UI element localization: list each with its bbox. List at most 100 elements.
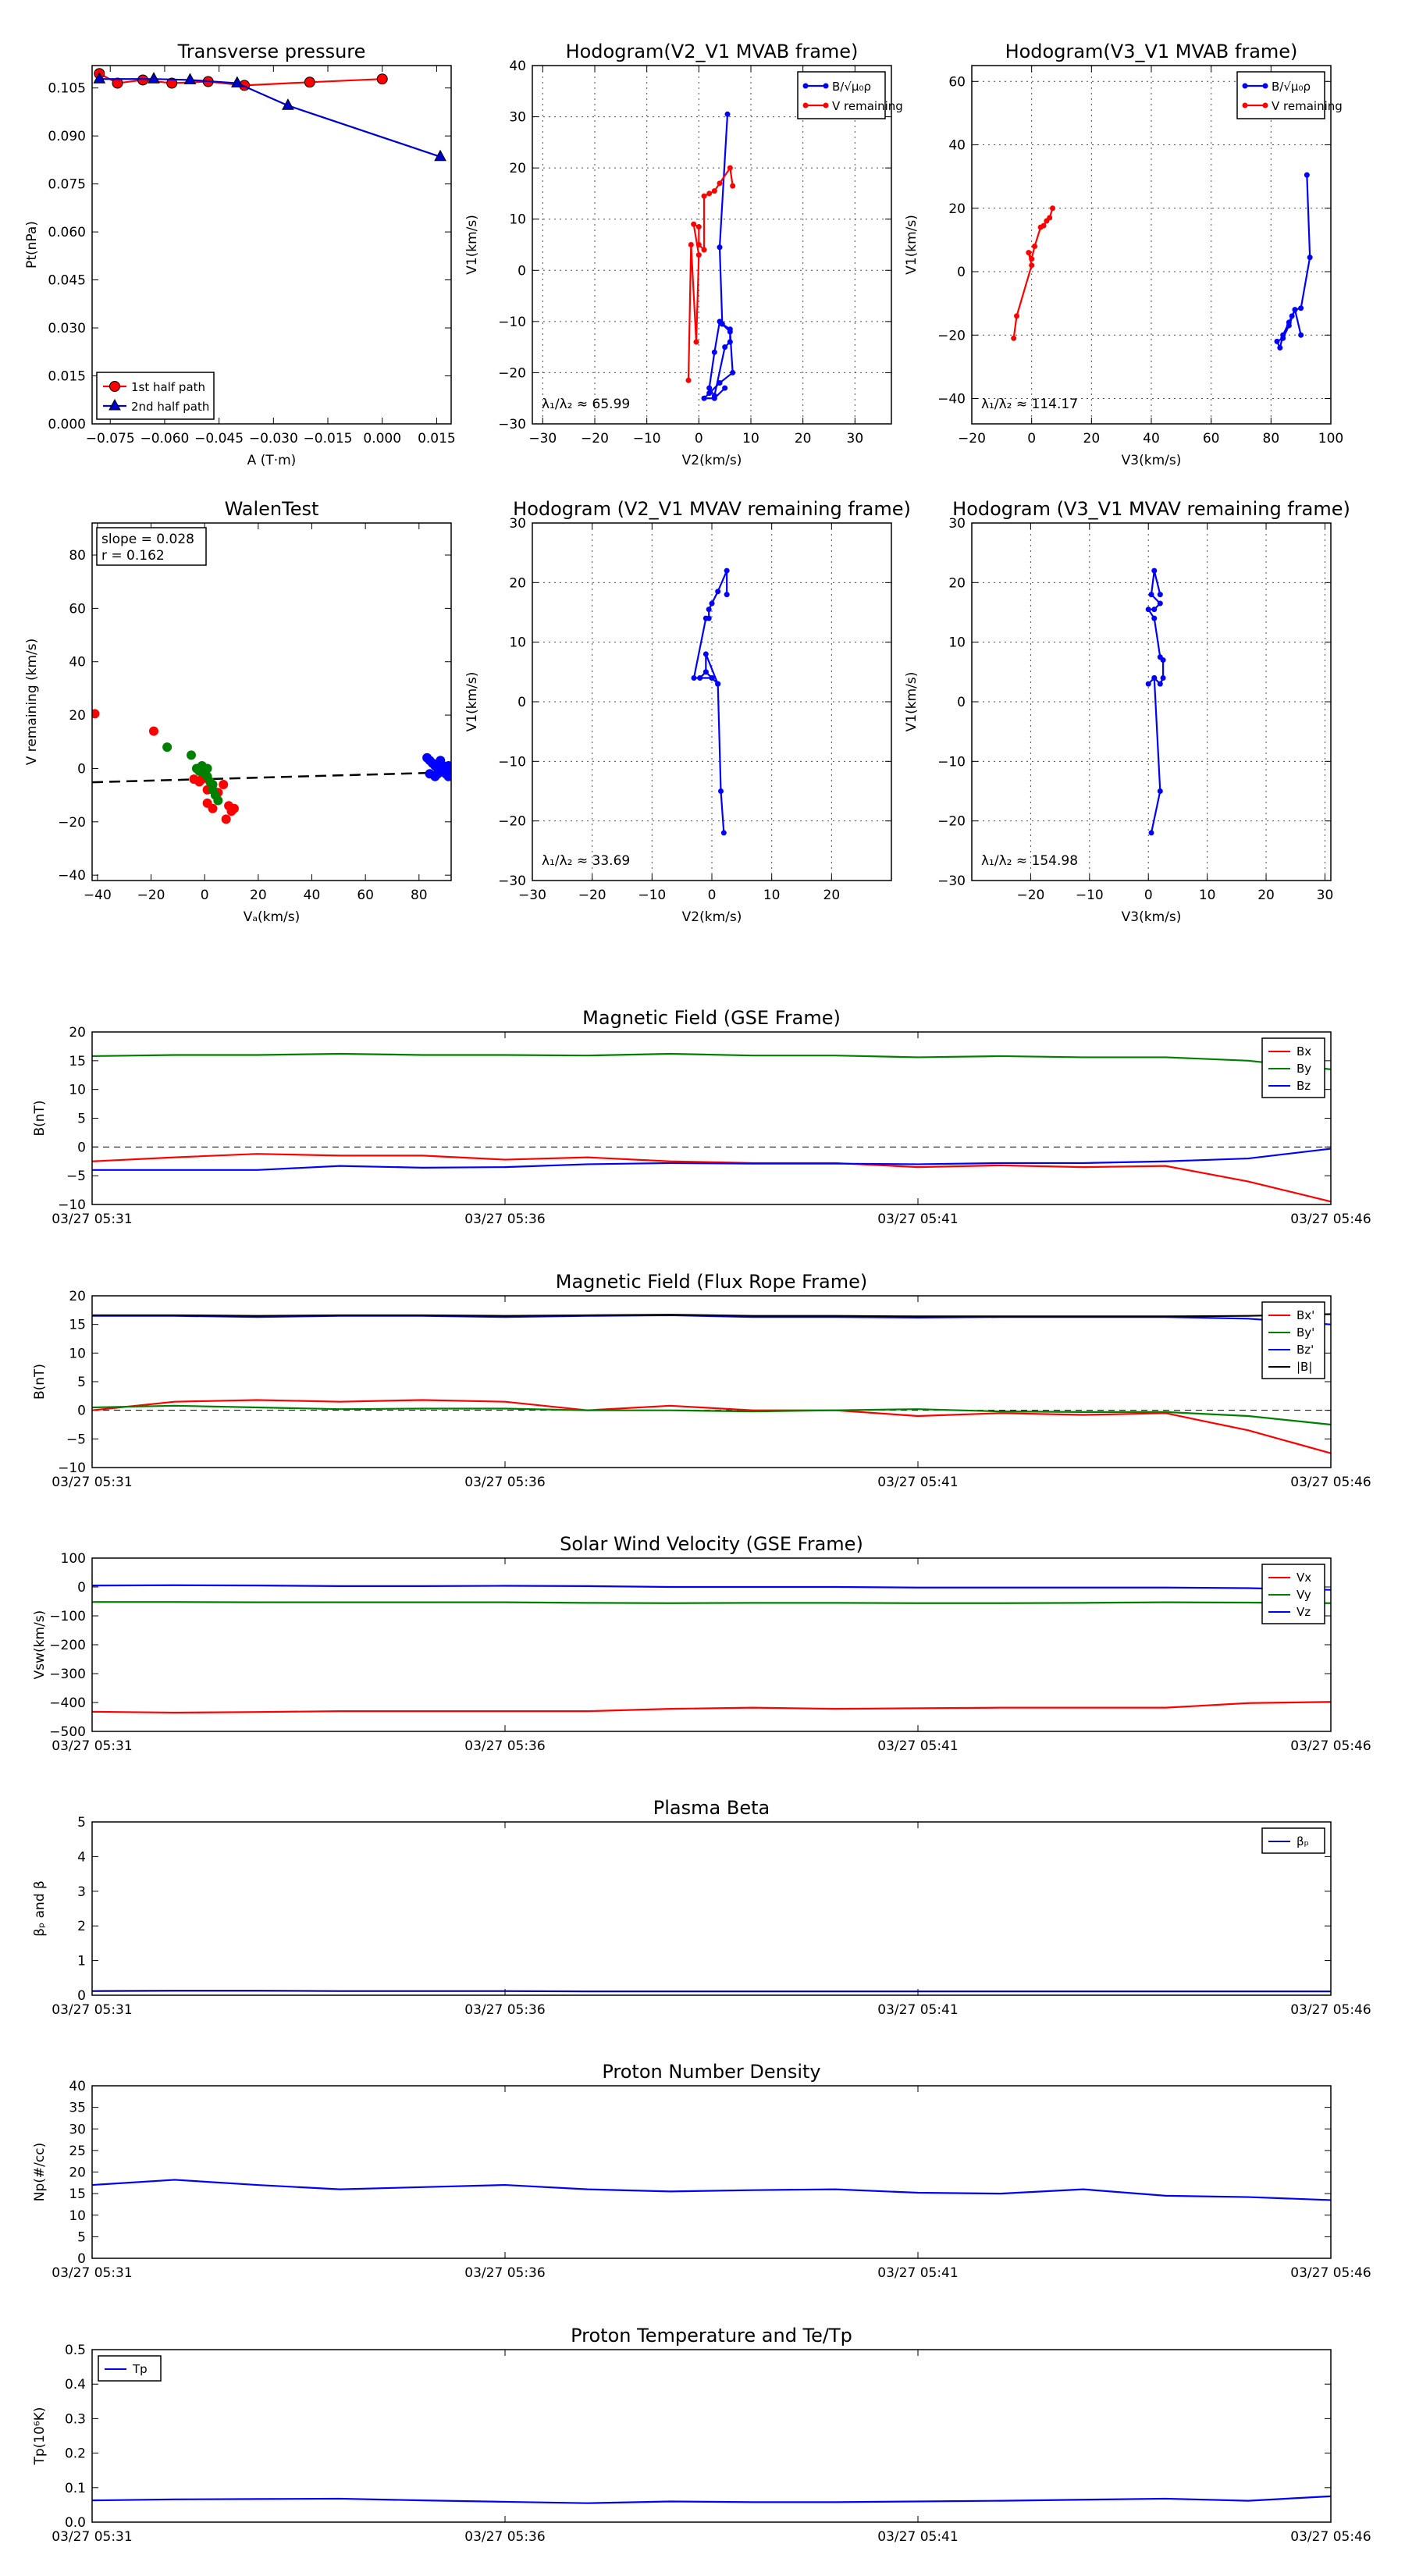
- legend-label: V remaining: [1272, 99, 1343, 113]
- data-point: [706, 385, 713, 391]
- y-tick-label: −20: [498, 814, 526, 830]
- x-tick-label: 03/27 05:46: [1290, 1738, 1371, 1754]
- y-axis-label: V1(km/s): [904, 215, 919, 275]
- x-tick-label: 100: [1318, 431, 1343, 447]
- axes-frame: [532, 522, 892, 881]
- y-tick-label: 15: [69, 1054, 86, 1069]
- y-tick-label: 40: [69, 655, 86, 671]
- y-tick-label: 20: [509, 161, 526, 176]
- legend-marker: [1242, 83, 1248, 89]
- y-axis-label: Tp(10⁶K): [32, 2407, 48, 2465]
- y-tick-label: 20: [69, 2165, 86, 2181]
- y-tick-label: 10: [69, 1083, 86, 1098]
- y-tick-label: 5: [77, 1815, 86, 1831]
- x-tick-label: 03/27 05:46: [1290, 2002, 1371, 2018]
- legend: B/√μ₀ρ V remaining: [797, 71, 903, 119]
- y-tick-label: −300: [49, 1667, 86, 1682]
- y-tick-label: 5: [77, 1112, 86, 1127]
- data-point: [706, 190, 713, 197]
- legend: B/√μ₀ρ V remaining: [1236, 71, 1343, 119]
- y-tick-label: 100: [61, 1551, 86, 1567]
- y-tick-label: 0.5: [65, 2343, 86, 2358]
- data-point: [720, 830, 727, 836]
- legend-marker: [1242, 102, 1248, 109]
- legend-label: Vx: [1297, 1571, 1311, 1585]
- y-tick-label: 5: [77, 1375, 86, 1390]
- data-point: [213, 795, 223, 806]
- legend-frame: [1261, 1301, 1325, 1379]
- x-tick-label: 03/27 05:36: [464, 2529, 545, 2545]
- y-tick-label: 0: [518, 263, 526, 279]
- legend-label: Bx: [1297, 1044, 1311, 1059]
- data-point: [693, 339, 699, 345]
- x-tick-label: 03/27 05:31: [52, 2002, 132, 2018]
- y-tick-label: 3: [77, 1884, 86, 1900]
- y-tick-label: 30: [509, 516, 526, 532]
- y-tick-label: −30: [937, 873, 966, 889]
- y-tick-label: 60: [69, 601, 86, 617]
- y-tick-label: 0: [518, 695, 526, 710]
- data-point: [1298, 332, 1304, 338]
- y-tick-label: 0.2: [65, 2446, 86, 2462]
- data-point: [691, 674, 697, 681]
- legend-label: By: [1297, 1062, 1311, 1076]
- x-tick-label: 03/27 05:36: [464, 1475, 545, 1490]
- y-tick-label: 0: [77, 1140, 86, 1155]
- series-line: [92, 1313, 1332, 1318]
- y-axis-label: V1(km/s): [464, 672, 480, 732]
- data-point: [92, 709, 100, 719]
- data-point: [711, 188, 717, 194]
- y-tick-label: 10: [69, 1346, 86, 1361]
- data-point: [1145, 607, 1151, 613]
- y-tick-label: 5: [77, 2229, 86, 2245]
- data-point: [1277, 345, 1283, 351]
- data-point: [1032, 244, 1037, 250]
- data-point: [304, 76, 315, 88]
- data-point: [717, 318, 723, 325]
- y-tick-label: 40: [509, 59, 526, 74]
- y-tick-label: 20: [69, 1025, 86, 1041]
- data-point: [722, 344, 728, 350]
- chart-title: Plasma Beta: [653, 1797, 770, 1819]
- legend-label: |B|: [1297, 1360, 1312, 1374]
- y-tick-label: 0.090: [48, 129, 86, 144]
- y-tick-label: 0.015: [48, 369, 86, 385]
- chart-title: WalenTest: [225, 498, 319, 520]
- axes-frame: [91, 522, 452, 881]
- data-point: [1298, 305, 1304, 311]
- data-point: [695, 252, 702, 258]
- data-point: [221, 814, 231, 824]
- data-point: [1014, 313, 1019, 319]
- y-tick-label: 0.075: [48, 177, 86, 193]
- chart-ts1: Magnetic Field (GSE Frame) B(nT) 03/27 05:…: [32, 1007, 1371, 1227]
- legend-label: βₚ: [1297, 1834, 1309, 1848]
- y-tick-label: 0.060: [48, 225, 86, 240]
- x-tick-label: 20: [795, 431, 812, 447]
- legend-frame: [96, 372, 215, 420]
- chart-h3: Hodogram (V2_V1 MVAV remaining frame) V1(…: [464, 498, 911, 925]
- legend-label: 1st half path: [131, 380, 205, 394]
- y-tick-label: −20: [937, 814, 966, 830]
- data-point: [166, 77, 178, 89]
- y-tick-label: −40: [937, 392, 966, 407]
- y-axis-label: Np(#/cc): [32, 2143, 48, 2201]
- data-point: [717, 380, 723, 386]
- y-axis-label: V remaining (km/s): [24, 639, 40, 766]
- data-point: [443, 761, 451, 771]
- series-line: [91, 2495, 1332, 2504]
- data-point: [376, 73, 388, 85]
- y-tick-label: −40: [58, 868, 86, 884]
- legend-marker: [823, 102, 829, 109]
- legend: Bx By Bz: [1261, 1037, 1325, 1098]
- x-tick-label: 80: [411, 888, 428, 903]
- series-line: [91, 1153, 1332, 1203]
- x-tick-label: 0: [695, 431, 703, 447]
- data-point: [208, 779, 218, 789]
- y-tick-label: 25: [69, 2144, 86, 2159]
- legend-marker: [1262, 83, 1268, 89]
- y-tick-label: 0.105: [48, 81, 86, 97]
- y-tick-label: 0: [77, 1404, 86, 1419]
- x-tick-label: 03/27 05:46: [1290, 2529, 1371, 2545]
- y-tick-label: 0: [77, 1988, 86, 2004]
